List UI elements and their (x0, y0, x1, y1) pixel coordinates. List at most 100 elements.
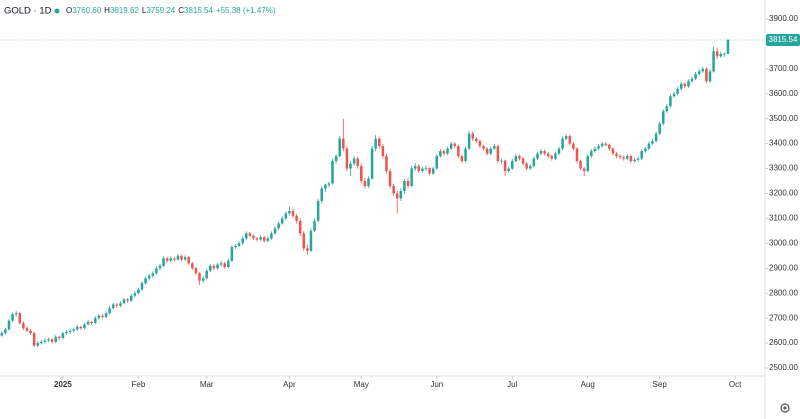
candle-body (230, 247, 234, 261)
candle-body (144, 278, 147, 284)
candle-body (378, 138, 381, 147)
y-tick-label: 3200.00 (769, 189, 798, 198)
candle-body (50, 339, 54, 342)
candle-body (201, 278, 205, 281)
candle-body (626, 156, 629, 159)
field-key: L (142, 6, 147, 15)
symbol: GOLD · 1D (4, 6, 52, 17)
candle-body (36, 343, 40, 346)
candle-body (658, 123, 661, 134)
candle-body (0, 333, 4, 336)
candle-body (363, 181, 367, 187)
candle-body (140, 283, 144, 290)
candle-body (478, 141, 482, 147)
candle-body (608, 144, 611, 149)
candle-body (288, 210, 291, 214)
x-tick-label: 2025 (54, 380, 72, 389)
candle-body (165, 258, 169, 261)
candle-body (528, 166, 532, 169)
candle-body (32, 333, 36, 346)
candle-body (719, 53, 723, 57)
y-tick-label: 2700.00 (769, 313, 798, 322)
candle-body (446, 148, 449, 154)
candle-body (431, 168, 435, 174)
candle-body (147, 275, 151, 279)
candle-body (615, 153, 618, 157)
candle-body (600, 143, 604, 147)
candle-body (611, 148, 615, 154)
candle-body (61, 333, 65, 339)
candle-body (424, 168, 428, 169)
y-tick-label: 3400.00 (769, 139, 798, 148)
candle-body (252, 235, 255, 239)
y-tick-label: 2500.00 (769, 363, 798, 372)
ohlc-header: O3760.60 H3819.62 L3759.24 C3815.54 +55.38 (… (66, 6, 276, 15)
candle-body (557, 148, 561, 154)
candle-body (173, 258, 176, 260)
candle-body (72, 329, 75, 331)
candle-body (187, 257, 190, 264)
y-tick-label: 3500.00 (769, 114, 798, 123)
candle-body (435, 156, 439, 169)
candle-body (503, 160, 507, 172)
candle-body (525, 163, 528, 169)
candle-body (575, 148, 579, 162)
candle-body (155, 268, 158, 274)
candle-body (76, 326, 79, 330)
candle-body (248, 233, 252, 236)
candle-body (180, 255, 183, 260)
candle-body (672, 93, 676, 97)
candle-body (90, 321, 93, 324)
candle-body (345, 148, 349, 169)
candle-body (399, 190, 403, 199)
candle-body (205, 270, 208, 279)
candle-body (280, 218, 284, 224)
candle-body (683, 83, 687, 87)
x-tick-label: May (354, 380, 369, 389)
candle-body (133, 293, 137, 296)
candle-body (262, 237, 266, 241)
candle-body (712, 51, 715, 72)
candle-body (417, 166, 421, 172)
candle-body (644, 148, 647, 152)
candle-body (137, 289, 140, 294)
candle-body (543, 151, 546, 154)
candle-body (94, 318, 97, 324)
candle-body (392, 186, 395, 194)
status-dot (54, 8, 60, 14)
candle-body (324, 184, 327, 189)
candle-body (546, 153, 550, 157)
candle-body (507, 168, 510, 172)
candle-body (579, 161, 582, 169)
candle-body (586, 156, 590, 172)
y-tick-label: 3000.00 (769, 238, 798, 247)
y-tick-label: 2600.00 (769, 338, 798, 347)
candle-body (29, 330, 32, 334)
x-tick-label: Oct (729, 380, 742, 389)
field-key: O (66, 6, 72, 15)
last-price-tag (766, 34, 800, 47)
field-value: 3759.24 (146, 6, 175, 15)
candle-body (629, 156, 633, 162)
field-value: 3819.62 (110, 6, 139, 15)
field-value: 3815.54 (184, 6, 213, 15)
candle-body (241, 238, 244, 244)
candle-body (54, 336, 57, 342)
candle-body (593, 148, 597, 152)
candle-body (22, 323, 25, 329)
candle-body (309, 230, 313, 251)
settings-icon[interactable] (780, 403, 790, 413)
candle-body (406, 181, 410, 187)
candle-body (115, 304, 119, 306)
candle-body (209, 265, 212, 271)
candle-body (65, 331, 68, 334)
candle-body (306, 248, 309, 251)
candle-body (320, 188, 324, 201)
candle-body (237, 243, 241, 246)
candle-body (79, 326, 83, 329)
candle-body (126, 299, 129, 301)
candle-body (482, 146, 485, 149)
candle-body (43, 340, 47, 342)
candle-body (316, 200, 320, 221)
candle-body (636, 158, 640, 160)
